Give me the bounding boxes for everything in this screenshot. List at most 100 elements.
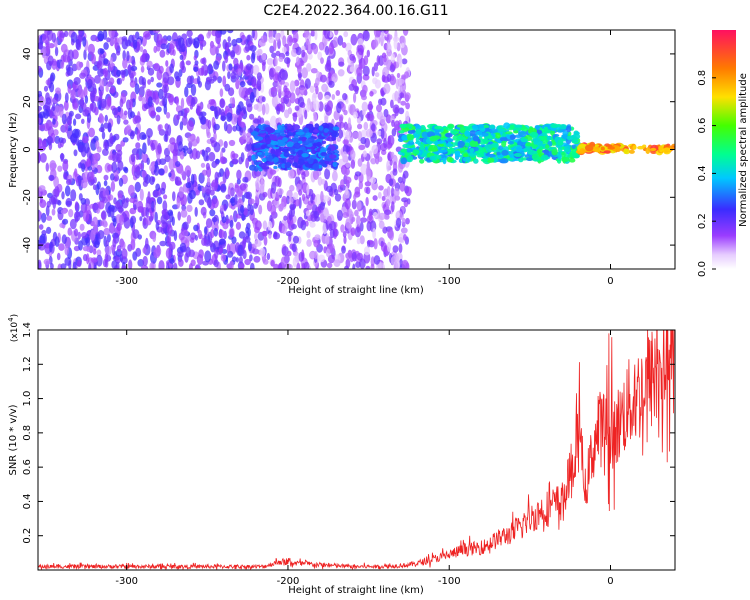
spectrogram-cell <box>284 90 292 99</box>
spectrogram-cell <box>163 165 168 174</box>
spectrogram-cell <box>339 114 344 122</box>
spectrogram-cell <box>273 39 277 52</box>
spectrogram-cell <box>457 140 465 148</box>
spectrogram-cell <box>134 181 141 193</box>
spectrogram-cell <box>186 30 193 38</box>
spectrogram-cell <box>99 48 105 54</box>
spectrogram-cell <box>650 147 657 152</box>
spectrogram-cell <box>147 67 155 76</box>
spectrogram-cell <box>102 188 110 199</box>
spectrogram-cell <box>318 41 325 51</box>
spectrogram-cell <box>360 137 367 145</box>
spectrogram-cell <box>356 200 362 210</box>
spectrogram-cell <box>628 149 635 154</box>
spectrogram-cell <box>295 131 305 136</box>
spectrogram-cell <box>372 228 376 240</box>
spectrogram-cell <box>223 203 227 210</box>
spectrogram-cell <box>78 30 83 36</box>
spectrogram-cell <box>219 30 227 35</box>
spectrogram-cell <box>73 118 77 126</box>
spectrogram-cell <box>135 142 141 149</box>
spectrogram-cell <box>366 221 372 232</box>
spectrogram-cell <box>92 202 99 211</box>
spectrogram-cell <box>270 86 277 92</box>
spectrogram-cell <box>213 123 220 131</box>
spectrogram-cell <box>405 123 414 128</box>
spectrogram-cell <box>264 126 274 132</box>
spectrogram-cell <box>236 169 242 180</box>
spectrogram-cell <box>285 127 294 131</box>
spectrogram-cell <box>239 121 246 128</box>
spectrogram-cell <box>378 212 386 220</box>
spectrogram-cell <box>263 236 268 246</box>
spectrogram-cell <box>38 224 44 230</box>
spectrogram-cell <box>129 207 135 214</box>
spectrogram-cell <box>357 38 364 46</box>
spectrogram-cell <box>324 94 331 101</box>
spectrogram-cell <box>579 148 586 154</box>
spectrogram-cell <box>396 42 401 52</box>
spectrogram-cell <box>402 30 409 36</box>
spectrogram-cell <box>218 108 222 115</box>
spectrogram-cell <box>225 194 231 200</box>
spectrogram-cell <box>324 168 331 180</box>
spectrogram-cell <box>44 243 51 249</box>
spectrogram-cell <box>401 259 409 269</box>
spectrogram-cell <box>399 123 407 129</box>
spectrogram-cell <box>64 92 69 103</box>
spectrogram-cell <box>375 155 380 165</box>
spectrogram-cell <box>461 137 466 142</box>
spectrogram-cell <box>447 138 454 143</box>
spectrogram-cell <box>149 262 155 269</box>
spectrogram-cell <box>116 223 122 232</box>
spectrogram-cell <box>354 86 359 95</box>
spectrogram-cell <box>103 122 109 129</box>
spectrogram-cell <box>292 235 300 244</box>
spectrogram-cell <box>373 238 378 250</box>
spectrogram-cell <box>288 154 295 160</box>
spectrogram-cell <box>113 197 117 205</box>
spectrogram-cell <box>239 81 246 88</box>
spectrogram-cell <box>399 79 405 84</box>
spectrogram-cell <box>87 78 93 88</box>
spectrogram-cell <box>380 36 385 43</box>
spectrogram-cell <box>314 251 318 260</box>
spectrogram-cell <box>204 184 212 195</box>
spectrogram-cell <box>219 88 224 98</box>
spectrogram-cell <box>46 42 50 55</box>
spectrogram-cell <box>163 103 168 115</box>
spectrogram-cell <box>469 147 474 153</box>
spectrogram-cell <box>90 153 98 165</box>
spectrogram-cell <box>94 106 99 116</box>
spectrogram-cell <box>495 132 501 139</box>
spectrogram-cell <box>60 152 64 162</box>
spectrogram-cell <box>254 232 258 240</box>
spectrogram-cell <box>138 94 143 102</box>
spectrogram-cell <box>213 227 218 237</box>
spectrogram-cell <box>304 78 311 89</box>
spectrogram-cell <box>338 61 345 67</box>
spectrogram-cell <box>120 240 126 250</box>
spectrogram-cell <box>291 37 298 44</box>
spectrogram-cell <box>77 88 84 99</box>
spectrogram-cell <box>238 85 245 98</box>
spectrogram-cell <box>503 122 511 129</box>
spectrogram-cell <box>152 92 157 103</box>
spectrogram-cell <box>54 135 61 144</box>
spectrogram-cell <box>130 215 137 225</box>
spectrogram-cell <box>142 255 148 267</box>
spectrogram-cell <box>152 233 157 243</box>
spectrogram-x-tick-label: -300 <box>115 276 138 287</box>
spectrogram-cell <box>273 232 278 238</box>
spectrogram-cell <box>112 217 117 227</box>
spectrogram-cell <box>337 35 344 46</box>
spectrogram-cell <box>80 197 87 205</box>
spectrogram-cell <box>262 259 269 265</box>
spectrogram-cell <box>224 83 231 92</box>
spectrogram-cell <box>40 153 47 163</box>
spectrogram-cell <box>79 72 86 79</box>
spectrogram-cell <box>341 103 346 113</box>
spectrogram-cell <box>395 217 402 228</box>
spectrogram-cell <box>167 209 173 216</box>
spectrogram-cell <box>253 255 261 263</box>
